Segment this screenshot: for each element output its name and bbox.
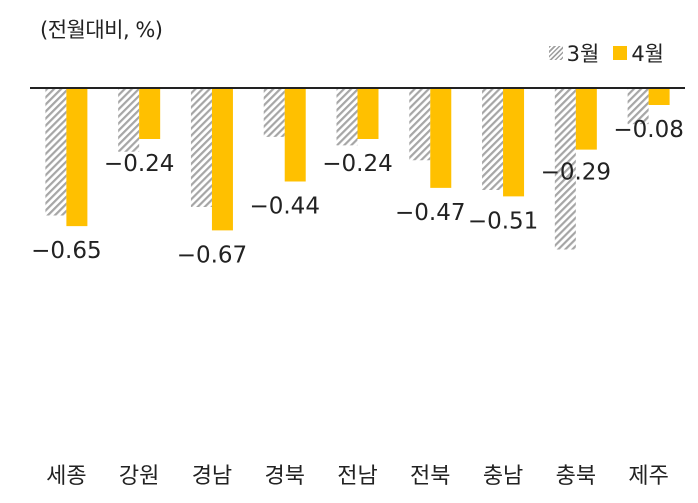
category-label-9: 제주 — [628, 464, 668, 489]
data-label-april-4: −0.44 — [249, 194, 319, 220]
bar-march-6 — [409, 88, 431, 161]
legend-label-march: 3월 — [566, 42, 600, 66]
bar-april-2 — [139, 88, 161, 139]
bar-april-3 — [211, 88, 233, 231]
bar-march-7 — [482, 88, 504, 190]
bar-april-5 — [357, 88, 379, 139]
category-labels-group: 세종 강원 경남 경북 전남 전북 충남 충북 제주 — [46, 464, 669, 489]
data-label-april-8: −0.29 — [541, 160, 611, 186]
category-label-7: 충남 — [483, 464, 523, 489]
category-label-3: 경남 — [192, 464, 232, 489]
legend-swatch-april — [613, 46, 628, 60]
bar-april-9 — [648, 88, 670, 105]
data-labels-group: −0.65−0.24−0.67−0.44−0.24−0.47 −0.51−0.29… — [31, 117, 684, 268]
bar-march-3 — [190, 88, 212, 207]
legend-swatch-march — [548, 46, 563, 60]
bars-group — [45, 88, 670, 250]
bar-march-2 — [118, 88, 140, 152]
data-label-april-6: −0.47 — [395, 200, 465, 226]
category-label-5: 전남 — [337, 464, 377, 489]
data-label-april-7: −0.51 — [468, 208, 538, 234]
bar-april-4 — [284, 88, 306, 182]
bar-april-1 — [66, 88, 88, 227]
category-label-4: 경북 — [264, 464, 304, 489]
category-label-1: 세종 — [46, 464, 86, 489]
category-label-2: 강원 — [119, 464, 159, 489]
legend-label-april: 4월 — [631, 42, 664, 66]
category-label-8: 충북 — [556, 464, 596, 489]
data-label-april-5: −0.24 — [322, 151, 392, 177]
legend-item-march: 3월 — [548, 38, 600, 68]
data-label-april-1: −0.65 — [31, 238, 101, 264]
data-label-april-9: −0.08 — [613, 117, 683, 143]
bar-april-6 — [430, 88, 452, 188]
bar-march-4 — [263, 88, 285, 137]
bar-march-5 — [336, 88, 358, 146]
category-label-6: 전북 — [410, 464, 450, 489]
bar-march-8 — [554, 88, 576, 250]
legend: 3월 4월 — [535, 38, 664, 68]
legend-item-april: 4월 — [613, 38, 664, 68]
data-label-april-2: −0.24 — [104, 151, 174, 177]
bar-april-8 — [575, 88, 597, 150]
data-label-april-3: −0.67 — [177, 242, 247, 268]
bar-march-1 — [45, 88, 67, 216]
bar-march-9 — [627, 88, 649, 125]
bar-april-7 — [503, 88, 525, 197]
unit-label: (전월대비, %) — [40, 18, 163, 42]
